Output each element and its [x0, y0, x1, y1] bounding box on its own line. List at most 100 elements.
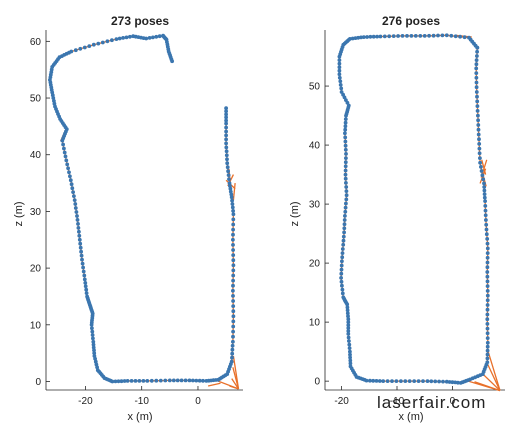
left-pose-marker — [87, 44, 92, 48]
left-pose-marker — [226, 173, 231, 178]
left-pose-marker — [113, 379, 118, 384]
left-pose-marker — [141, 379, 146, 383]
left-y-tick-label: 50 — [30, 94, 42, 105]
right-pose-marker — [361, 35, 366, 39]
right-pose-marker — [340, 287, 345, 292]
left-pose-marker — [230, 355, 234, 360]
left-pose-marker — [50, 93, 55, 98]
right-pose-marker — [344, 152, 348, 156]
right-pose-marker — [344, 201, 348, 206]
right-pose-marker — [478, 156, 482, 161]
right-pose-marker — [340, 255, 345, 260]
right-pose-marker — [481, 177, 486, 182]
left-y-tick-label: 20 — [30, 264, 42, 275]
right-pose-marker — [447, 380, 452, 384]
right-pose-marker — [364, 378, 369, 383]
right-pose-marker — [344, 185, 349, 189]
right-pose-marker — [484, 218, 488, 222]
right-pose-marker — [346, 314, 350, 319]
right-pose-marker — [482, 192, 487, 197]
left-pose-marker — [231, 263, 236, 268]
right-pose-marker — [340, 247, 345, 251]
left-pose-marker — [72, 198, 77, 203]
left-plot-title: 273 poses — [111, 14, 169, 28]
right-pose-marker — [407, 379, 412, 383]
right-pose-marker — [353, 36, 358, 40]
right-pose-marker — [405, 34, 409, 38]
left-pose-marker — [231, 268, 236, 273]
right-pose-marker — [341, 242, 346, 247]
left-pose-marker — [231, 253, 236, 257]
right-pose-marker — [485, 352, 490, 357]
left-pose-marker — [229, 359, 234, 364]
right-loop-closure-edge — [486, 348, 501, 391]
right-pose-marker — [378, 34, 383, 39]
left-pose-marker — [231, 329, 236, 334]
right-pose-marker — [339, 276, 343, 280]
left-pose-marker — [100, 40, 105, 45]
left-loop-closure-edge — [207, 382, 221, 387]
right-pose-marker — [343, 164, 348, 169]
right-pose-marker — [485, 303, 490, 307]
right-pose-marker — [399, 379, 403, 383]
left-pose-marker — [231, 339, 235, 344]
left-pose-marker — [175, 378, 180, 383]
right-pose-marker — [337, 65, 342, 70]
left-pose-marker — [230, 202, 235, 206]
left-pose-marker — [110, 38, 114, 43]
right-pose-marker — [368, 34, 373, 39]
left-pose-marker — [92, 351, 97, 355]
right-pose-marker — [396, 34, 400, 38]
left-pose-marker — [93, 356, 97, 361]
right-pose-marker — [339, 271, 344, 276]
right-pose-marker — [477, 142, 482, 146]
right-pose-marker — [485, 312, 490, 317]
right-pose-marker — [416, 379, 421, 383]
left-pose-marker — [73, 48, 78, 53]
left-pose-marker — [224, 118, 229, 123]
right-pose-marker — [344, 197, 349, 202]
right-pose-marker — [483, 199, 487, 204]
right-pose-marker — [343, 147, 348, 152]
right-x-tick-label: -20 — [334, 396, 349, 407]
right-pose-marker — [339, 267, 344, 272]
right-pose-marker — [343, 117, 348, 121]
left-pose-marker — [75, 214, 79, 218]
right-pose-marker — [474, 62, 479, 67]
right-pose-marker — [342, 230, 346, 235]
right-y-tick-label: 0 — [314, 377, 320, 388]
left-pose-marker — [231, 309, 236, 314]
right-pose-marker — [485, 348, 490, 353]
right-pose-marker — [377, 379, 382, 383]
right-pose-marker — [339, 279, 344, 284]
right-pose-marker — [346, 317, 351, 322]
right-pose-marker — [433, 379, 438, 384]
left-pose-marker — [228, 184, 232, 188]
left-pose-marker — [124, 35, 129, 40]
right-pose-marker — [337, 61, 342, 66]
right-pose-marker — [342, 226, 347, 231]
right-loop-closure-edge — [486, 361, 501, 391]
left-pose-marker — [230, 343, 235, 348]
right-loop-closure-edge — [466, 379, 501, 392]
right-pose-marker — [340, 251, 345, 256]
right-plot-panel: 276 poses x (m) z (m) -20 -10 0 0 10 20 30 40 50 — [289, 14, 505, 423]
right-pose-marker — [476, 118, 480, 123]
right-pose-marker — [453, 34, 458, 39]
left-pose-marker — [227, 181, 232, 186]
left-x-tick-label: -10 — [134, 396, 149, 407]
left-pose-marker — [231, 209, 236, 213]
left-pose-marker — [229, 192, 234, 197]
left-pose-marker — [75, 218, 80, 222]
left-pose-marker — [224, 149, 229, 154]
right-plot-title: 276 poses — [382, 14, 440, 28]
right-y-axis-label: z (m) — [289, 201, 301, 226]
right-pose-marker — [348, 352, 352, 357]
left-pose-marker — [224, 125, 229, 130]
right-pose-marker — [484, 227, 489, 232]
right-pose-marker — [431, 33, 436, 38]
left-pose-marker — [231, 248, 236, 252]
right-pose-marker — [475, 45, 480, 50]
right-pose-marker — [444, 33, 449, 38]
